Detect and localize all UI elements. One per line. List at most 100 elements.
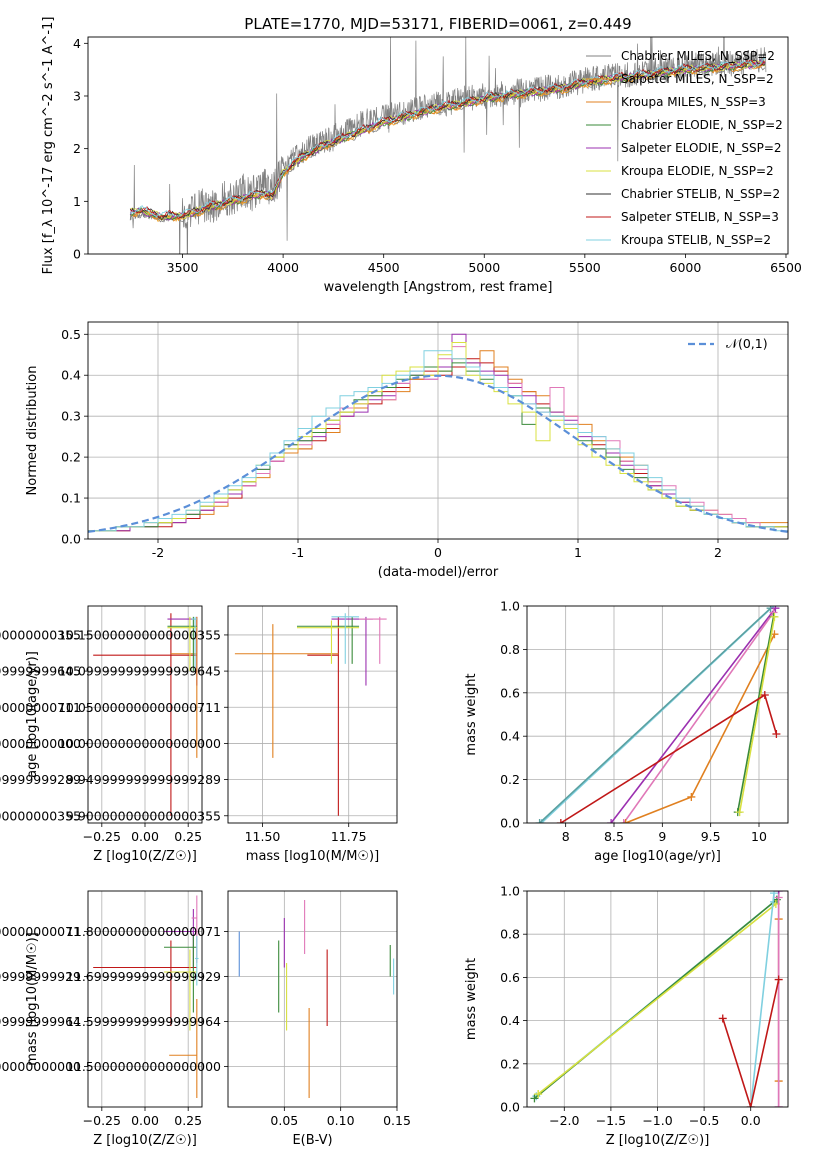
- x-tick-label: 6000: [670, 260, 702, 275]
- mass-weight-marker: [687, 792, 696, 801]
- plot-area: [234, 613, 387, 816]
- error-bar-point: [195, 936, 199, 986]
- y-tick-label: 11.80000000000000071: [66, 924, 221, 939]
- mass-weight-marker: [534, 1090, 543, 1099]
- y-axis-label: Normed distribution: [25, 366, 40, 496]
- x-tick-label: 6500: [770, 260, 802, 275]
- mass-weight-line: [537, 903, 777, 1095]
- error-bar-point: [169, 999, 198, 1098]
- model-fit-line: [129, 60, 766, 221]
- y-tick-label: 11.50000000000000000: [66, 1059, 221, 1074]
- y-tick-label: 0.2: [61, 450, 81, 465]
- mass-weight-line: [623, 612, 775, 823]
- x-axis-label: wavelength [Angstrom, rest frame]: [324, 280, 553, 295]
- model-fit-line: [129, 58, 766, 218]
- legend-label: Kroupa ELODIE, N_SSP=2: [621, 164, 774, 178]
- panel-massweight-vs-age: 8 8.5 9 9.5 10 0.0 0.2 0.4 0.6 0.8 1.0 age [log10(a…: [464, 599, 789, 864]
- plot-area: [238, 900, 395, 1098]
- y-tick-label: 0.6: [500, 685, 520, 700]
- y-tick-label: 11.69999999999999929: [0, 969, 81, 984]
- x-tick-label: −0.25: [83, 829, 121, 844]
- plot-area: [129, 37, 767, 254]
- mass-weight-line: [749, 893, 775, 1107]
- legend-label: Kroupa STELIB, N_SSP=2: [621, 233, 771, 247]
- mass-weight-marker: [718, 1014, 727, 1023]
- axes-frame: [87, 605, 203, 824]
- y-tick-label: 11.59999999999999964: [0, 1014, 81, 1029]
- x-axis-label: mass [log10(M/M☉)]: [246, 849, 379, 864]
- mass-weight-marker: [771, 606, 780, 613]
- mass-weight-marker: [772, 730, 781, 739]
- error-bar-point: [93, 613, 197, 816]
- x-tick-label: 0.10: [327, 1113, 355, 1128]
- x-tick-label: 0.0: [741, 1113, 761, 1128]
- y-tick-label: 0.0: [500, 816, 520, 831]
- panel-age-vs-mass: 11.50 11.75 9.900000000000000355 9.94999999…: [58, 605, 398, 864]
- x-tick-label: 5500: [569, 260, 601, 275]
- mass-weight-marker: [621, 819, 630, 823]
- panel-spectrum: 3500 4000 4500 5000 5500 6000 6500 0 1 2 3 4 wavelen…: [41, 17, 802, 295]
- y-tick-label: 0.0: [61, 532, 81, 547]
- plot-area: [535, 606, 781, 823]
- y-tick-label: 10.150000000000000355: [0, 627, 81, 642]
- y-tick-label: 3: [73, 88, 81, 103]
- mass-weight-marker: [607, 819, 616, 823]
- mass-weight-line: [722, 979, 780, 1107]
- y-tick-label: 0.8: [500, 642, 520, 657]
- y-axis-label: mass weight: [464, 673, 479, 755]
- y-tick-label: 0.1: [61, 491, 81, 506]
- axes-frame: [526, 605, 789, 824]
- mass-weight-line: [736, 616, 775, 813]
- error-bar-point: [164, 949, 197, 1031]
- axes-frame: [227, 605, 398, 824]
- x-tick-label: 2: [714, 545, 722, 560]
- legend-label: Salpeter ELODIE, N_SSP=2: [621, 141, 782, 155]
- x-tick-label: 9: [658, 829, 666, 844]
- x-tick-label: −0.5: [689, 1113, 719, 1128]
- y-tick-label: 0.2: [500, 1056, 520, 1071]
- axes-frame: [526, 890, 789, 1108]
- x-tick-label: 11.50: [245, 829, 281, 844]
- y-tick-label: 0.4: [500, 1013, 520, 1028]
- error-bar-point: [296, 616, 360, 664]
- x-tick-label: 11.75: [331, 829, 367, 844]
- error-bar-point: [331, 613, 360, 664]
- x-tick-label: 0.05: [270, 1113, 298, 1128]
- x-tick-label: 0: [434, 545, 442, 560]
- normal-curve: [88, 374, 788, 533]
- y-tick-label: 11.80000000000000071: [0, 924, 81, 939]
- axes-frame: [227, 890, 398, 1108]
- error-bar-point: [307, 616, 339, 816]
- y-tick-label: 0.3: [61, 409, 81, 424]
- error-bar-point: [191, 616, 197, 672]
- axes-frame: [87, 321, 789, 540]
- plot-area: [93, 613, 198, 816]
- y-tick-label: 0.8: [500, 927, 520, 942]
- figure-title: PLATE=1770, MJD=53171, FIBERID=0061, z=0…: [244, 15, 631, 33]
- mass-weight-line: [610, 607, 777, 823]
- x-tick-label: 0.25: [174, 829, 202, 844]
- y-tick-label: 10.050000000000000711: [0, 700, 81, 715]
- panel-age-vs-Z: −0.25 0.00 0.25 9.900000000000000355 9.94999…: [0, 605, 203, 864]
- y-tick-label: 0.4: [500, 729, 520, 744]
- y-tick-label: 11.50000000000000000: [0, 1059, 81, 1074]
- y-tick-label: 0.2: [500, 772, 520, 787]
- y-tick-label: 0.4: [61, 368, 81, 383]
- legend: Chabrier MILES, N_SSP=2 Salpeter MILES, N…: [586, 49, 783, 247]
- x-tick-label: 8.5: [604, 829, 624, 844]
- x-tick-label: −0.25: [83, 1113, 121, 1128]
- y-tick-label: 9.949999999999999289: [0, 772, 81, 787]
- y-tick-label: 0.0: [500, 1100, 520, 1115]
- y-tick-label: 10.000000000000000000: [58, 736, 221, 751]
- error-bar-point: [296, 620, 360, 664]
- legend-label: Chabrier MILES, N_SSP=2: [621, 49, 775, 63]
- x-tick-label: 0.25: [174, 1113, 202, 1128]
- x-axis-label: E(B-V): [292, 1133, 332, 1148]
- mass-weight-marker: [770, 612, 779, 621]
- mass-weight-marker: [746, 1103, 755, 1107]
- x-tick-label: −2.0: [549, 1113, 579, 1128]
- error-bar-point: [234, 624, 339, 758]
- mass-weight-line: [738, 616, 776, 813]
